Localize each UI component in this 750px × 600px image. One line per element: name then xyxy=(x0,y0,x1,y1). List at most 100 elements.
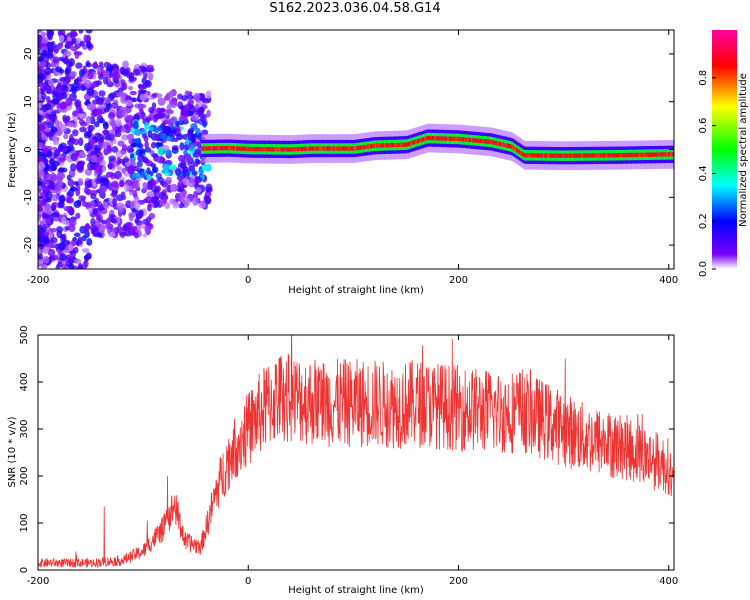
spectral-cell xyxy=(179,105,185,111)
spectral-cell xyxy=(573,153,576,158)
spectral-cell xyxy=(629,152,633,158)
spectral-cell xyxy=(450,136,453,141)
spectral-cell xyxy=(142,181,148,191)
spectral-cell xyxy=(127,166,134,175)
spectral-cell xyxy=(69,93,77,102)
spectral-cell xyxy=(497,141,500,146)
spectral-cell xyxy=(171,184,179,192)
spectral-cell xyxy=(82,260,88,269)
snr-series-line xyxy=(38,335,674,568)
spectral-cell xyxy=(279,147,282,152)
spectral-cell xyxy=(569,153,572,158)
spectral-cell xyxy=(637,152,640,158)
spectral-cell xyxy=(40,264,47,269)
spectral-cell xyxy=(556,153,559,158)
colorbar-tick-label: 0.0 xyxy=(698,261,709,277)
spectral-cell xyxy=(147,126,154,131)
spectral-cell xyxy=(67,179,75,187)
spectral-cell xyxy=(376,143,379,148)
spectral-cell xyxy=(619,153,622,158)
spectral-cell xyxy=(588,153,591,158)
spectral-cell xyxy=(98,90,106,97)
spectral-cell xyxy=(433,136,436,141)
spectral-cell xyxy=(38,30,43,34)
spectral-cell xyxy=(115,118,122,128)
spectral-cell xyxy=(453,136,456,141)
spectral-cell xyxy=(51,193,60,202)
spectral-cell xyxy=(139,171,145,179)
spectral-cell xyxy=(652,152,655,157)
spectral-cell xyxy=(205,186,213,193)
spectral-cell xyxy=(77,265,84,269)
spectral-cell xyxy=(110,218,117,224)
spectral-cell xyxy=(41,230,50,237)
spectral-cell xyxy=(655,152,658,157)
spectral-cell xyxy=(561,153,564,158)
spectral-cell xyxy=(116,165,122,171)
spectral-cell xyxy=(123,124,130,129)
spectral-cell xyxy=(448,136,451,141)
spectral-cell xyxy=(666,152,669,157)
spectral-cell xyxy=(420,137,423,143)
spectral-cell xyxy=(84,230,90,239)
spectral-cell xyxy=(129,90,137,96)
spectral-cell xyxy=(506,143,509,148)
spectral-cell xyxy=(53,48,59,54)
spectral-cell xyxy=(264,147,267,152)
spectral-cell xyxy=(366,144,369,149)
spectral-cell xyxy=(305,146,308,151)
spectral-cell xyxy=(580,153,583,158)
y-tick-label: 20 xyxy=(23,48,34,61)
spectral-cell xyxy=(454,136,457,142)
spectral-cell xyxy=(83,255,92,260)
spectral-cell xyxy=(185,156,193,163)
spectral-cell xyxy=(121,226,126,232)
spectral-cell xyxy=(216,146,219,151)
spectral-cell xyxy=(140,67,148,73)
spectral-cell xyxy=(446,136,450,141)
spectral-cell xyxy=(42,159,49,164)
spectral-cell xyxy=(545,153,548,158)
spectral-cell xyxy=(494,140,498,146)
spectral-cell xyxy=(430,135,433,141)
spectral-cell xyxy=(593,153,596,158)
spectral-cell xyxy=(392,142,395,148)
spectral-cell xyxy=(387,143,390,148)
spectral-cell xyxy=(668,152,672,157)
spectral-cell xyxy=(585,153,588,158)
spectral-cell xyxy=(465,137,469,142)
spectral-cell xyxy=(79,225,87,234)
spectral-cell xyxy=(168,90,174,99)
colorbar-tick-label: 0.2 xyxy=(698,213,709,229)
spectral-cell xyxy=(551,153,554,158)
spectral-cell xyxy=(179,142,185,151)
spectral-cell xyxy=(102,129,108,135)
spectral-cell xyxy=(513,146,516,151)
colorbar-label: Normalized spectral amplitude xyxy=(738,73,749,227)
spectral-cell xyxy=(383,143,387,148)
spectral-cell xyxy=(333,146,336,151)
spectral-cell xyxy=(344,146,347,151)
spectral-cell xyxy=(69,71,78,77)
spectral-cell xyxy=(203,146,206,151)
spectral-cell xyxy=(440,136,443,141)
spectral-cell xyxy=(132,68,141,76)
spectral-cell xyxy=(104,97,111,104)
spectral-cell xyxy=(589,153,592,158)
spectral-cell xyxy=(357,145,360,151)
spectral-cell xyxy=(653,152,657,157)
spectral-cell xyxy=(148,106,155,114)
spectral-cell xyxy=(393,142,397,148)
spectral-cell xyxy=(478,138,481,143)
spectral-cell xyxy=(473,138,476,143)
spectral-cell xyxy=(78,30,84,34)
spectral-cell xyxy=(195,187,202,194)
spectral-cell xyxy=(71,86,77,94)
spectral-cell xyxy=(332,146,335,151)
spectral-cell xyxy=(121,82,128,91)
spectral-cell xyxy=(144,224,152,233)
spectral-cell xyxy=(565,153,568,158)
spectral-cell xyxy=(200,146,204,151)
spectral-cell xyxy=(644,152,648,157)
spectral-cell xyxy=(79,40,85,47)
